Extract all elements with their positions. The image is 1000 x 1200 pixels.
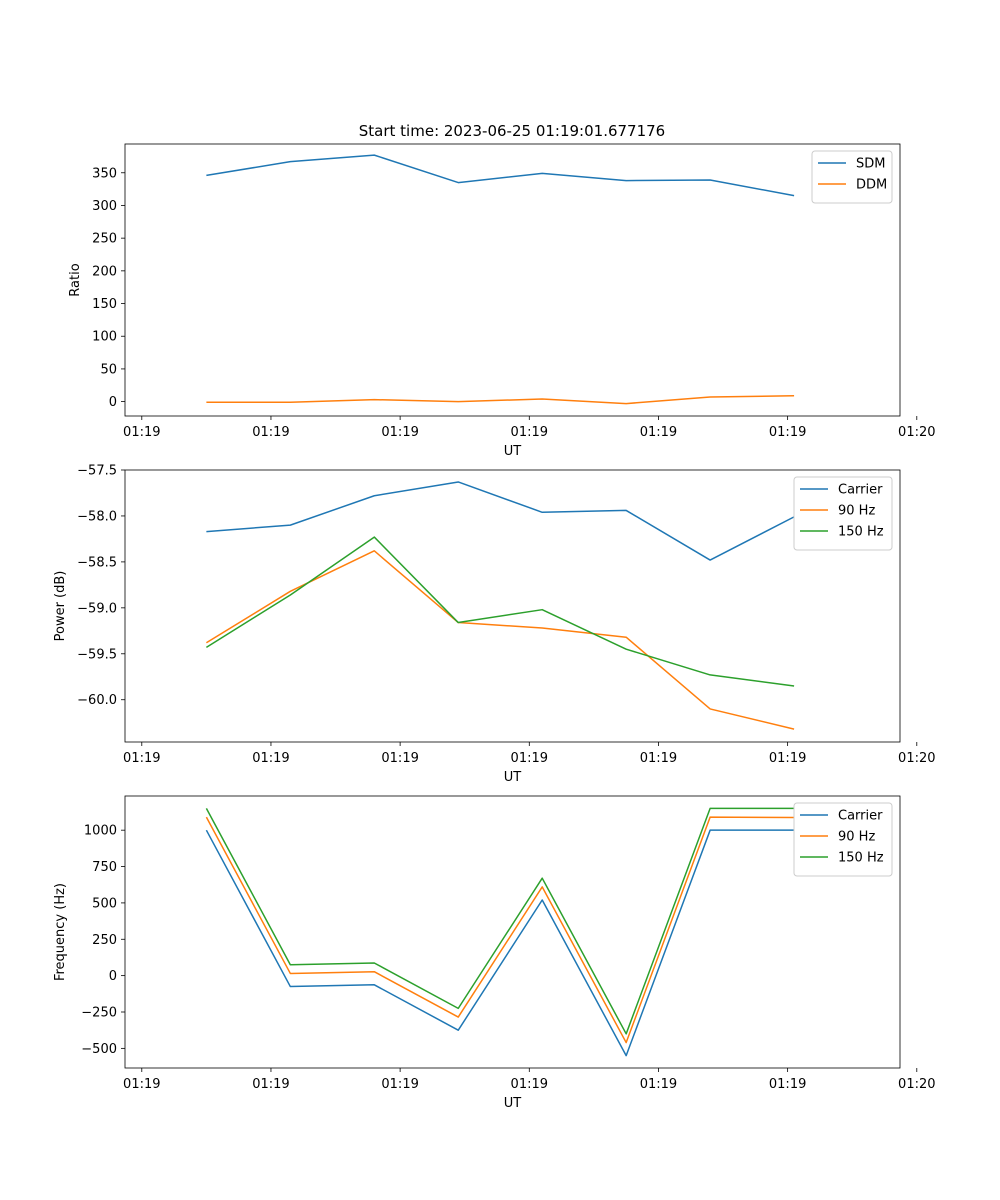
- x-tick-label: 01:19: [640, 751, 677, 766]
- subplot-3: 01:19 01:19 01:19 01:19 01:19 01:19 01:20 −500 −…: [53, 795, 936, 1111]
- x-tick-label: 01:19: [123, 425, 160, 440]
- y-tick-label: 100: [92, 330, 117, 345]
- legend: SDM DDM: [811, 150, 893, 204]
- y-axis-label: Ratio: [68, 263, 83, 296]
- series-line-150-hz: [205, 807, 795, 1035]
- x-tick-label: 01:19: [252, 1077, 289, 1092]
- y-tick-label: 50: [100, 362, 117, 377]
- x-tick-label: 01:20: [898, 1077, 935, 1092]
- axes-frame: [124, 469, 901, 743]
- axes-frame: [124, 795, 901, 1069]
- x-tick-label: 01:19: [769, 1077, 806, 1092]
- y-tick-label: 300: [92, 199, 117, 214]
- x-tick-label: 01:20: [898, 751, 935, 766]
- legend-entry-label: Carrier: [838, 483, 883, 498]
- y-axis-label: Power (dB): [53, 571, 68, 642]
- x-axis-label: UT: [504, 770, 522, 785]
- x-tick-label: 01:19: [381, 751, 418, 766]
- y-tick-label: 0: [109, 395, 117, 410]
- y-tick-label: 500: [92, 896, 117, 911]
- y-tick-label: 350: [92, 166, 117, 181]
- legend-box: [811, 150, 893, 204]
- x-tick-label: 01:19: [381, 425, 418, 440]
- legend-entry-label: 150 Hz: [838, 525, 884, 540]
- legend-entry-label: 90 Hz: [838, 504, 875, 519]
- x-tick-label: 01:19: [769, 425, 806, 440]
- x-tick-label: 01:19: [511, 1077, 548, 1092]
- y-tick-label: −58.5: [77, 555, 117, 570]
- y-tick-label: −60.0: [77, 693, 117, 708]
- series-line-carrier: [206, 481, 795, 561]
- series-line-carrier: [205, 829, 795, 1057]
- legend-entry-label: 150 Hz: [838, 851, 884, 866]
- x-axis-label: UT: [504, 1096, 522, 1111]
- subplot-panels: 01:19 01:19 01:19 01:19 01:19 01:19 01:20 0 50 10…: [53, 143, 936, 1111]
- legend-entry-label: DDM: [856, 178, 887, 193]
- subplot-2: 01:19 01:19 01:19 01:19 01:19 01:19 01:20 −60.0…: [53, 464, 936, 786]
- y-tick-label: −250: [81, 1006, 117, 1021]
- x-tick-label: 01:19: [511, 425, 548, 440]
- y-tick-label: −59.0: [77, 601, 117, 616]
- x-tick-label: 01:19: [511, 751, 548, 766]
- x-tick-label: 01:19: [252, 425, 289, 440]
- legend: Carrier 90 Hz 150 Hz: [793, 476, 893, 551]
- axes-frame: [124, 143, 901, 417]
- legend-entry-label: Carrier: [838, 809, 883, 824]
- y-tick-label: −500: [81, 1042, 117, 1057]
- y-tick-label: −59.5: [77, 647, 117, 662]
- series-line-90-hz: [205, 816, 795, 1044]
- x-tick-label: 01:19: [123, 1077, 160, 1092]
- y-tick-label: 200: [92, 264, 117, 279]
- legend-entry-label: SDM: [856, 157, 885, 172]
- subplot-1: 01:19 01:19 01:19 01:19 01:19 01:19 01:20 0 50 10…: [68, 143, 936, 459]
- series-line-sdm: [206, 154, 795, 197]
- legend-entry-label: 90 Hz: [838, 830, 875, 845]
- x-axis-label: UT: [504, 444, 522, 459]
- y-tick-label: 250: [92, 933, 117, 948]
- y-tick-label: −57.5: [77, 464, 117, 479]
- series-line-ddm: [206, 394, 795, 405]
- x-tick-label: 01:19: [381, 1077, 418, 1092]
- x-tick-label: 01:19: [640, 1077, 677, 1092]
- y-tick-label: 150: [92, 297, 117, 312]
- y-tick-label: 250: [92, 232, 117, 247]
- x-tick-label: 01:19: [123, 751, 160, 766]
- x-tick-label: 01:20: [898, 425, 935, 440]
- y-tick-label: 1000: [84, 824, 117, 839]
- x-tick-label: 01:19: [252, 751, 289, 766]
- series-line-150-hz: [205, 536, 795, 687]
- y-axis-label: Frequency (Hz): [53, 883, 68, 981]
- figure-title: Start time: 2023-06-25 01:19:01.677176: [359, 122, 665, 140]
- legend: Carrier 90 Hz 150 Hz: [793, 802, 893, 877]
- y-tick-label: −58.0: [77, 509, 117, 524]
- y-tick-label: 0: [109, 969, 117, 984]
- x-tick-label: 01:19: [769, 751, 806, 766]
- y-tick-label: 750: [92, 860, 117, 875]
- x-tick-label: 01:19: [640, 425, 677, 440]
